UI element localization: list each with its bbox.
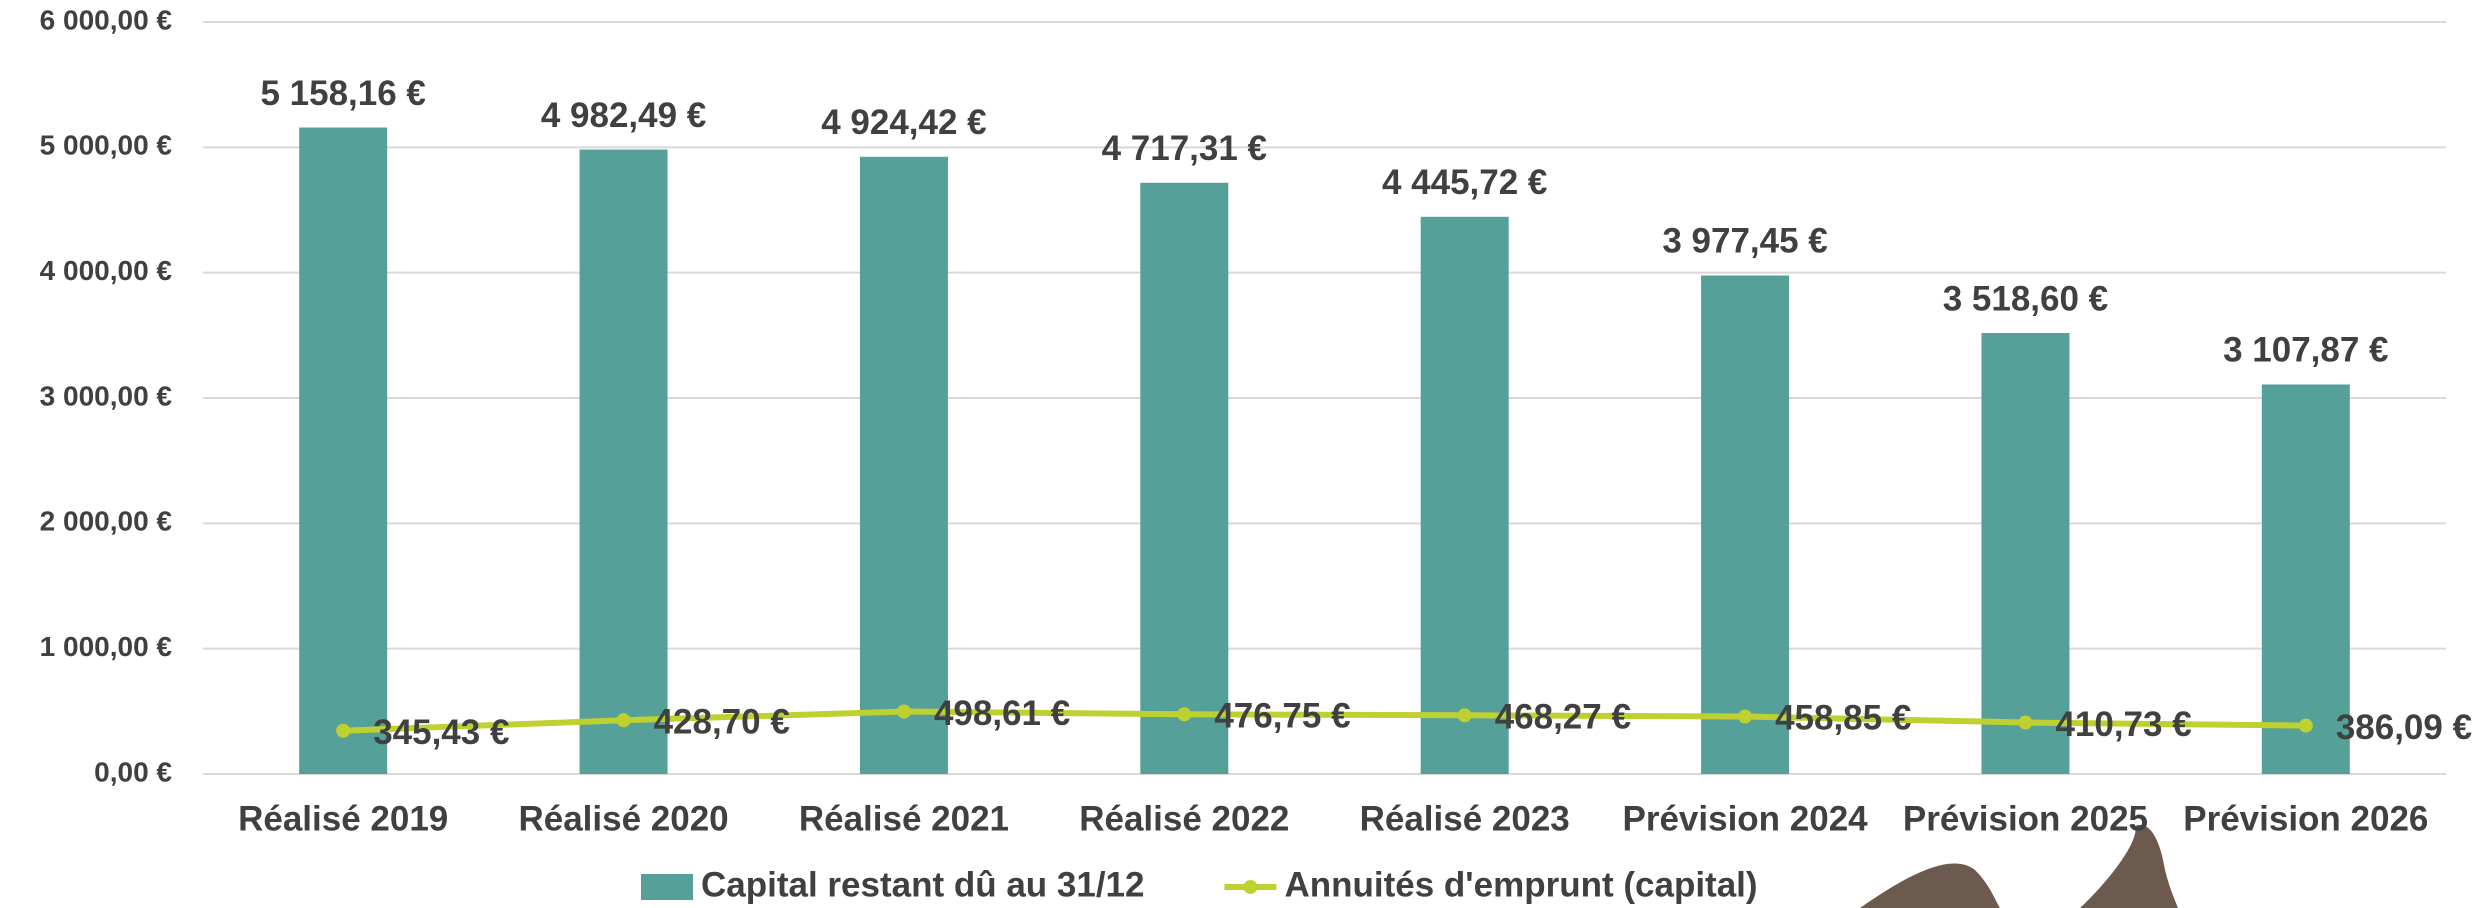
value-label: 4 445,72 € [1382,163,1547,202]
bar [1140,182,1229,775]
y-tick-label: 2 000,00 € [40,506,173,537]
y-tick-label: 5 000,00 € [40,130,173,161]
line-marker [1738,709,1753,724]
value-label: 5 158,16 € [260,74,425,113]
x-tick-label: Réalisé 2023 [1360,799,1570,838]
value-label: 468,27 € [1495,698,1631,737]
legend-swatch [641,874,693,900]
value-label: 458,85 € [1775,699,1911,738]
line-marker [896,704,911,719]
line-marker [2298,718,2313,733]
value-label: 476,75 € [1214,696,1350,735]
x-tick-label: Réalisé 2019 [238,799,448,838]
line-marker [336,723,351,738]
decoration [1860,824,2178,908]
x-tick-label: Réalisé 2021 [799,799,1009,838]
legend-label: Annuités d'emprunt (capital) [1284,865,1757,904]
bar [579,149,668,774]
value-label: 345,43 € [373,713,509,752]
x-tick-label: Réalisé 2022 [1079,799,1289,838]
y-tick-label: 1 000,00 € [40,631,173,662]
y-tick-label: 0,00 € [94,756,172,787]
x-tick-label: Prévision 2026 [2183,799,2428,838]
x-tick-label: Prévision 2024 [1622,799,1868,838]
legend-swatch-marker [1243,880,1258,894]
value-label: 4 717,31 € [1102,129,1267,168]
value-label: 3 977,45 € [1662,222,1827,261]
x-tick-label: Prévision 2025 [1903,799,2148,838]
bar [1981,333,2070,774]
bar [299,127,388,774]
value-label: 498,61 € [934,694,1070,733]
line-marker [1177,707,1192,722]
y-tick-label: 4 000,00 € [40,255,173,286]
value-label: 3 107,87 € [2223,331,2388,370]
value-label: 410,73 € [2055,705,2191,744]
y-tick-label: 3 000,00 € [40,380,173,411]
value-label: 4 924,42 € [821,103,986,142]
line-marker [616,713,631,728]
bar [2261,384,2350,774]
bar [1701,275,1790,774]
legend-label: Capital restant dû au 31/12 [701,865,1144,904]
value-label: 428,70 € [654,703,790,742]
x-tick-label: Réalisé 2020 [518,799,728,838]
line-marker [2018,715,2033,730]
value-label: 4 982,49 € [541,96,706,135]
line-marker [1457,708,1472,723]
value-label: 3 518,60 € [1943,279,2108,318]
y-tick-label: 6 000,00 € [40,4,173,35]
line [343,708,2306,734]
value-label: 386,09 € [2336,708,2472,747]
bar [859,156,948,774]
bar [1420,216,1509,774]
